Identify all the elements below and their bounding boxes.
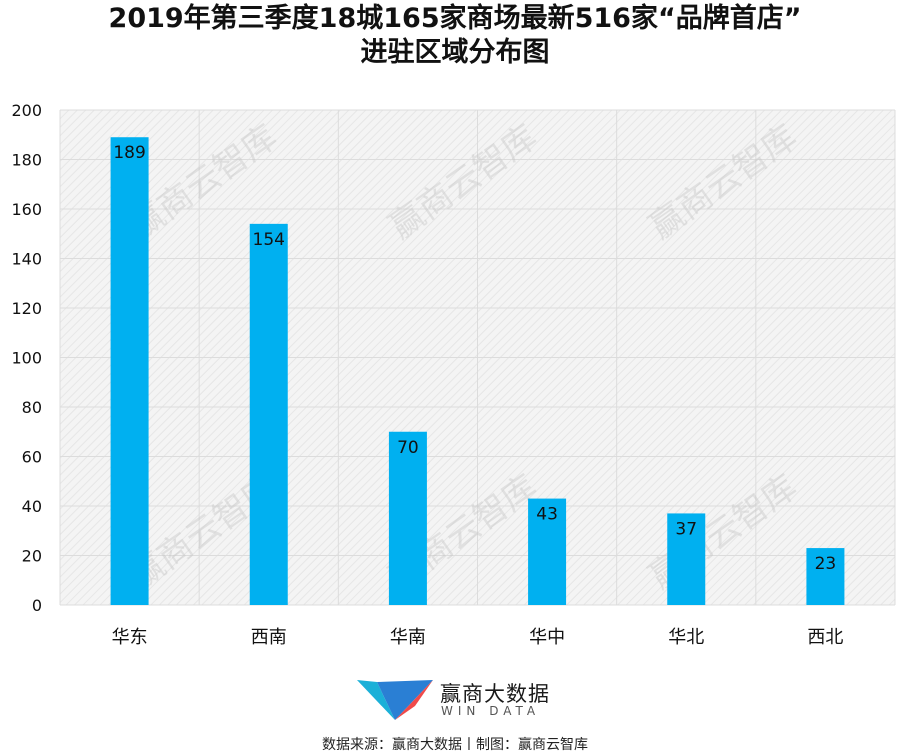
- data-label: 23: [815, 554, 837, 574]
- x-category-label: 华北: [668, 627, 704, 648]
- y-tick-label: 60: [22, 448, 42, 467]
- x-category-label: 华南: [390, 627, 426, 648]
- chart-title-line2: 进驻区域分布图: [360, 37, 550, 68]
- y-tick-label: 140: [11, 250, 42, 269]
- bar-华中: [528, 498, 567, 605]
- bar-华东: [110, 137, 149, 605]
- x-category-label: 西北: [807, 627, 843, 648]
- y-tick-label: 120: [11, 299, 42, 318]
- logo-name: 赢商大数据: [440, 682, 550, 706]
- data-label: 189: [113, 143, 145, 163]
- y-tick-label: 200: [11, 101, 42, 120]
- bar-西南: [249, 223, 288, 605]
- y-tick-label: 20: [22, 547, 42, 566]
- source-note: 数据来源：赢商大数据丨制图：赢商云智库: [322, 737, 588, 753]
- data-label: 154: [253, 230, 285, 250]
- logo-tagline: WIN DATA: [441, 704, 541, 718]
- win-data-logo-icon: [357, 680, 433, 720]
- x-category-label: 西南: [251, 627, 287, 648]
- bar-西北: [806, 548, 845, 605]
- y-tick-label: 160: [11, 200, 42, 219]
- bar-华北: [667, 513, 706, 605]
- y-tick-label: 180: [11, 151, 42, 170]
- y-tick-label: 40: [22, 497, 42, 516]
- data-label: 37: [675, 519, 697, 539]
- data-label: 43: [536, 505, 558, 525]
- data-label: 70: [397, 438, 419, 458]
- chart-title-line1: 2019年第三季度18城165家商场最新516家“品牌首店”: [108, 3, 802, 34]
- y-tick-label: 0: [32, 596, 42, 615]
- y-tick-label: 100: [11, 349, 42, 368]
- bar-华南: [388, 431, 427, 605]
- x-category-label: 华东: [112, 627, 148, 648]
- x-category-label: 华中: [529, 627, 565, 648]
- y-tick-label: 80: [22, 398, 42, 417]
